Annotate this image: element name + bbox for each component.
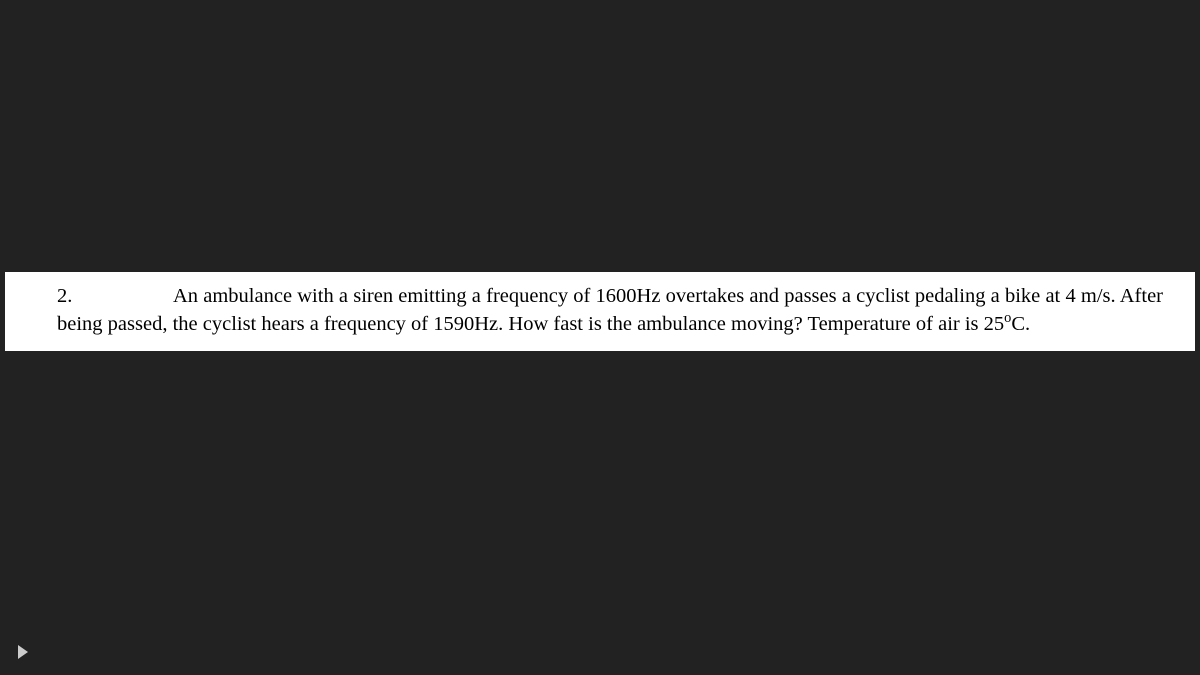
document-block: 2. An ambulance with a siren emitting a … bbox=[5, 272, 1195, 351]
play-icon[interactable] bbox=[18, 645, 28, 659]
problem-wrapper: 2. An ambulance with a siren emitting a … bbox=[57, 282, 1163, 339]
problem-text-part2: C. bbox=[1011, 313, 1030, 335]
problem-text-part1: An ambulance with a siren emitting a fre… bbox=[57, 285, 1163, 335]
problem-text: An ambulance with a siren emitting a fre… bbox=[57, 282, 1163, 339]
